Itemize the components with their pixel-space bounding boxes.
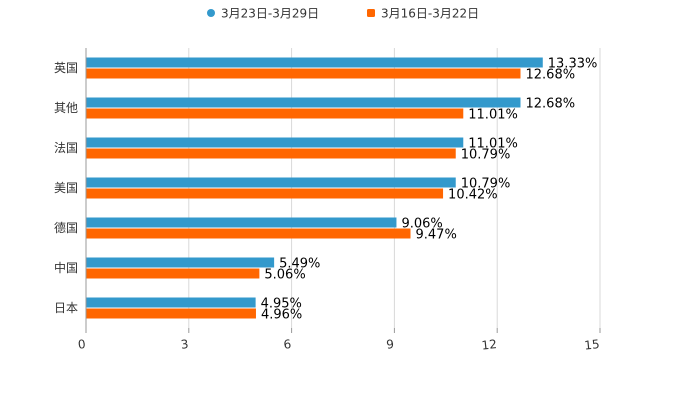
- bar: [86, 97, 521, 108]
- data-label: 10.79%: [461, 177, 511, 192]
- category-label: 中国: [54, 260, 78, 275]
- bar: [86, 297, 256, 308]
- bar: [86, 57, 543, 68]
- data-label: 9.06%: [401, 217, 442, 232]
- category-label: 其他: [54, 101, 78, 115]
- tick-label: 12: [481, 337, 498, 353]
- chart-legend: 3月23日-3月29日 3月16日-3月22日: [207, 7, 479, 21]
- bar: [86, 308, 256, 319]
- bar: [86, 148, 456, 159]
- data-label: 11.01%: [468, 137, 518, 152]
- data-label: 9.47%: [416, 228, 457, 243]
- category-label: 日本: [54, 301, 78, 315]
- data-label: 5.49%: [279, 257, 320, 272]
- bar: [86, 217, 397, 228]
- legend-label: 3月16日-3月22日: [381, 7, 479, 21]
- bar: [86, 177, 456, 188]
- category-label: 法国: [54, 141, 78, 155]
- tick-label: 15: [584, 337, 601, 353]
- bar: [86, 268, 260, 279]
- tick-label: 0: [77, 337, 86, 352]
- legend-label: 3月23日-3月29日: [221, 7, 319, 21]
- data-label: 4.96%: [261, 308, 302, 323]
- bar: [86, 188, 444, 199]
- chart-axis: 0 3 6 9 12 15: [77, 48, 601, 353]
- tick-label: 6: [283, 337, 292, 352]
- bar: [86, 108, 464, 119]
- chart-bars: 英国 13.33%12.68%其他 12.68%11.01%法国 11.01%10.7…: [54, 57, 597, 323]
- legend-marker: [367, 9, 375, 17]
- bar: [86, 228, 411, 239]
- category-label: 德国: [54, 220, 78, 235]
- bar: [86, 137, 464, 148]
- data-label: 12.68%: [526, 97, 576, 112]
- category-label: 美国: [54, 181, 78, 195]
- bar: [86, 68, 521, 79]
- data-label: 10.42%: [448, 188, 498, 203]
- data-label: 11.01%: [468, 108, 518, 123]
- data-label: 12.68%: [526, 68, 576, 83]
- tick-label: 9: [386, 337, 395, 352]
- legend-marker: [207, 9, 215, 17]
- category-label: 英国: [54, 61, 78, 75]
- data-label: 13.33%: [548, 57, 598, 72]
- data-label: 10.79%: [461, 148, 511, 163]
- data-label: 5.06%: [264, 268, 305, 283]
- bar: [86, 257, 275, 268]
- chart-grid: [188, 48, 601, 328]
- data-label: 4.95%: [261, 297, 302, 312]
- tick-label: 3: [180, 337, 189, 352]
